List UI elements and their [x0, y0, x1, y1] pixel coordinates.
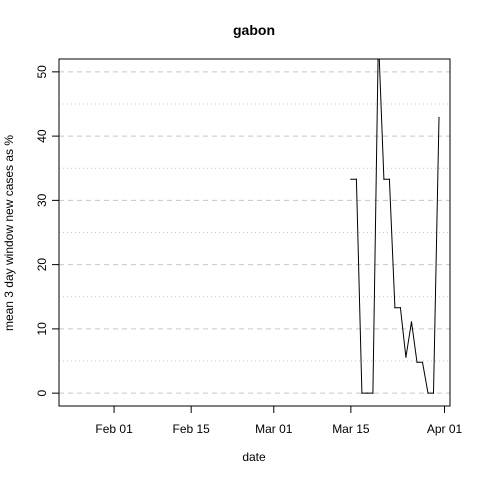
- y-tick-label: 0: [35, 389, 49, 396]
- data-point: [361, 392, 363, 394]
- data-point: [388, 178, 391, 180]
- data-point: [366, 392, 368, 394]
- series-layer: [350, 35, 440, 394]
- x-axis: Feb 01 Feb 15 Mar 01 Mar 15 Apr 01: [95, 405, 463, 436]
- data-point: [405, 356, 407, 358]
- y-tick-label: 30: [35, 193, 49, 207]
- y-tick-label: 50: [35, 65, 49, 79]
- y-axis: 0 10 20 30 40 50: [35, 65, 60, 396]
- y-tick-label: 20: [35, 258, 49, 272]
- data-point: [378, 35, 379, 36]
- y-tick-label: 40: [35, 129, 49, 143]
- data-point: [383, 178, 385, 180]
- y-axis-label: mean 3 day window new cases as %: [2, 135, 16, 331]
- x-tick-label: Feb 01: [95, 422, 133, 436]
- data-point: [355, 178, 357, 180]
- x-tick-label: Apr 01: [427, 422, 463, 436]
- x-tick-label: Mar 01: [255, 422, 293, 436]
- data-point: [421, 361, 424, 363]
- y-tick-label: 10: [35, 322, 49, 336]
- data-point: [372, 392, 374, 394]
- x-axis-label: date: [242, 450, 266, 464]
- chart-title: gabon: [233, 22, 275, 38]
- x-tick-label: Mar 15: [332, 422, 370, 436]
- data-point: [410, 321, 413, 323]
- data-point: [394, 307, 396, 309]
- data-point: [416, 361, 418, 363]
- grid: [59, 71, 450, 394]
- data-point: [438, 116, 440, 119]
- data-point: [350, 178, 352, 180]
- x-tick-label: Feb 15: [172, 422, 210, 436]
- data-point: [427, 392, 429, 394]
- series-line: [350, 59, 440, 394]
- data-point: [432, 392, 435, 394]
- data-point: [399, 307, 402, 309]
